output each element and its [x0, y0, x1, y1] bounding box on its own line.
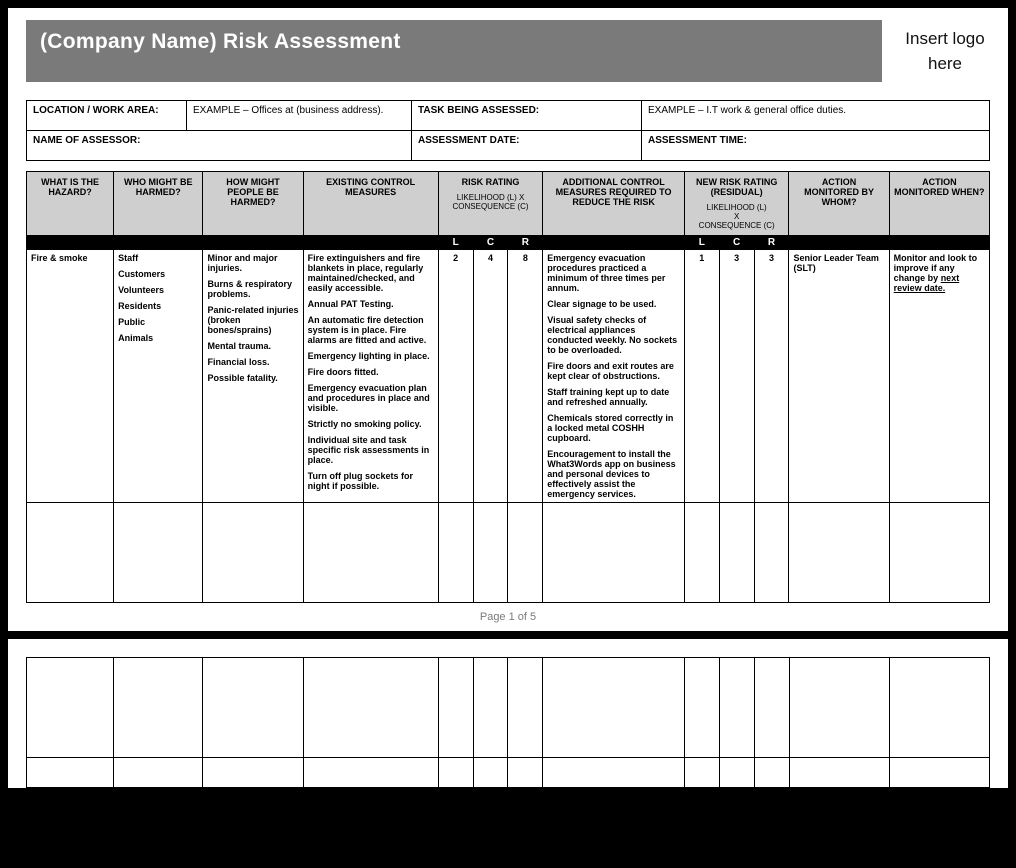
- task-value: EXAMPLE – I.T work & general office duti…: [642, 101, 990, 131]
- table-row-empty: [27, 503, 990, 603]
- cell-who: StaffCustomersVolunteersResidentsPublicA…: [114, 250, 203, 503]
- location-label: LOCATION / WORK AREA:: [27, 101, 187, 131]
- page-1: (Company Name) Risk Assessment Insert lo…: [8, 8, 1008, 631]
- cell-additional: Emergency evacuation procedures practice…: [543, 250, 685, 503]
- black-subheader-row: LCR LCR: [27, 236, 990, 250]
- cell-monitored: Senior Leader Team (SLT): [789, 250, 889, 503]
- time-label: ASSESSMENT TIME:: [642, 131, 990, 161]
- risk-table: WHAT IS THE HAZARD? WHO MIGHT BE HARMED?…: [26, 171, 990, 603]
- table-header-row: WHAT IS THE HAZARD? WHO MIGHT BE HARMED?…: [27, 172, 990, 236]
- cell-when: Monitor and look to improve if any chang…: [889, 250, 989, 503]
- cell-R2: 3: [754, 250, 789, 503]
- header-bar: (Company Name) Risk Assessment Insert lo…: [26, 20, 990, 82]
- col-how: HOW MIGHT PEOPLE BE HARMED?: [203, 172, 303, 236]
- assessor-label: NAME OF ASSESSOR:: [27, 131, 412, 161]
- cell-L: 2: [438, 250, 473, 503]
- col-monitored: ACTION MONITORED BY WHOM?: [789, 172, 889, 236]
- page-title: (Company Name) Risk Assessment: [40, 30, 868, 54]
- cell-R: 8: [508, 250, 543, 503]
- meta-table: LOCATION / WORK AREA: EXAMPLE – Offices …: [26, 100, 990, 161]
- col-risk-rating: RISK RATING LIKELIHOOD (L) X CONSEQUENCE…: [438, 172, 543, 236]
- title-bar: (Company Name) Risk Assessment: [26, 20, 882, 82]
- page-footer: Page 1 of 5: [26, 603, 990, 623]
- table-row-empty: [27, 658, 990, 758]
- risk-table-continued: [26, 657, 990, 788]
- task-label: TASK BEING ASSESSED:: [412, 101, 642, 131]
- cell-L2: 1: [684, 250, 719, 503]
- col-new-rating: NEW RISK RATING (RESIDUAL) LIKELIHOOD (L…: [684, 172, 789, 236]
- page-2-top: [8, 639, 1008, 788]
- cell-C2: 3: [719, 250, 754, 503]
- logo-placeholder: Insert logo here: [900, 20, 990, 82]
- date-label: ASSESSMENT DATE:: [412, 131, 642, 161]
- col-hazard: WHAT IS THE HAZARD?: [27, 172, 114, 236]
- col-additional: ADDITIONAL CONTROL MEASURES REQUIRED TO …: [543, 172, 685, 236]
- col-existing: EXISTING CONTROL MEASURES: [303, 172, 438, 236]
- cell-C: 4: [473, 250, 508, 503]
- col-who: WHO MIGHT BE HARMED?: [114, 172, 203, 236]
- cell-how: Minor and major injuries.Burns & respira…: [203, 250, 303, 503]
- table-row-empty: [27, 758, 990, 788]
- cell-existing: Fire extinguishers and fire blankets in …: [303, 250, 438, 503]
- cell-hazard: Fire & smoke: [27, 250, 114, 503]
- location-value: EXAMPLE – Offices at (business address).: [187, 101, 412, 131]
- table-row: Fire & smoke StaffCustomersVolunteersRes…: [27, 250, 990, 503]
- col-when: ACTION MONITORED WHEN?: [889, 172, 989, 236]
